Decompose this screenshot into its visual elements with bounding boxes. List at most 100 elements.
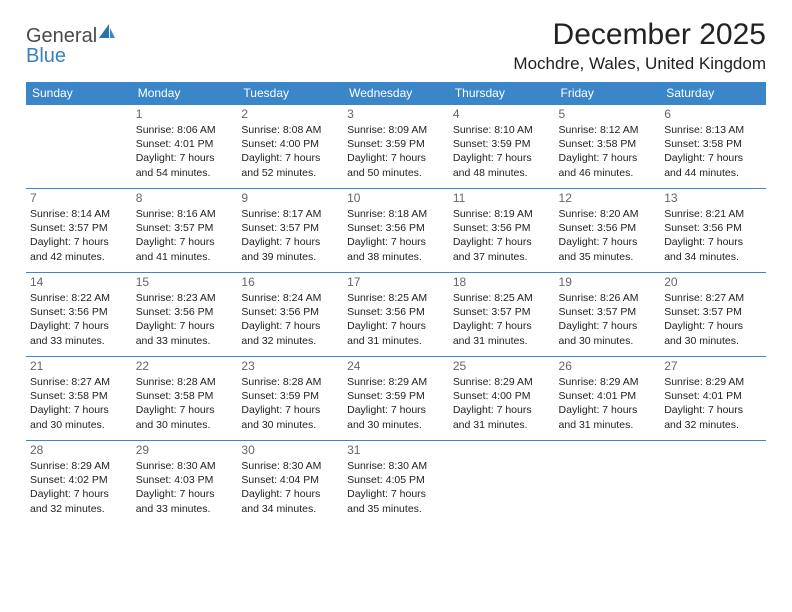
day-info: Sunrise: 8:27 AMSunset: 3:58 PMDaylight:… (30, 375, 128, 432)
brand-name-a: General (26, 25, 97, 47)
day-cell: 16Sunrise: 8:24 AMSunset: 3:56 PMDayligh… (237, 273, 343, 357)
day-dl2: and 31 minutes. (453, 334, 551, 348)
day-sr: Sunrise: 8:28 AM (136, 375, 234, 389)
title-block: December 2025 Mochdre, Wales, United Kin… (513, 18, 766, 74)
day-sr: Sunrise: 8:09 AM (347, 123, 445, 137)
day-info: Sunrise: 8:21 AMSunset: 3:56 PMDaylight:… (664, 207, 762, 264)
day-number: 10 (347, 191, 445, 205)
day-sr: Sunrise: 8:23 AM (136, 291, 234, 305)
day-dl1: Daylight: 7 hours (30, 319, 128, 333)
day-dl2: and 30 minutes. (136, 418, 234, 432)
day-number: 15 (136, 275, 234, 289)
day-ss: Sunset: 4:05 PM (347, 473, 445, 487)
day-dl2: and 31 minutes. (559, 418, 657, 432)
day-cell: 29Sunrise: 8:30 AMSunset: 4:03 PMDayligh… (132, 441, 238, 525)
day-sr: Sunrise: 8:18 AM (347, 207, 445, 221)
day-dl1: Daylight: 7 hours (347, 151, 445, 165)
day-info: Sunrise: 8:30 AMSunset: 4:03 PMDaylight:… (136, 459, 234, 516)
dow-tuesday: Tuesday (237, 82, 343, 105)
day-ss: Sunset: 3:56 PM (347, 305, 445, 319)
day-sr: Sunrise: 8:30 AM (241, 459, 339, 473)
day-cell: 31Sunrise: 8:30 AMSunset: 4:05 PMDayligh… (343, 441, 449, 525)
day-dl1: Daylight: 7 hours (30, 403, 128, 417)
day-dl1: Daylight: 7 hours (241, 235, 339, 249)
day-cell: 11Sunrise: 8:19 AMSunset: 3:56 PMDayligh… (449, 189, 555, 273)
day-dl1: Daylight: 7 hours (559, 403, 657, 417)
day-dl2: and 37 minutes. (453, 250, 551, 264)
day-sr: Sunrise: 8:30 AM (347, 459, 445, 473)
day-dl2: and 33 minutes. (30, 334, 128, 348)
day-sr: Sunrise: 8:06 AM (136, 123, 234, 137)
day-ss: Sunset: 3:58 PM (559, 137, 657, 151)
day-cell: 27Sunrise: 8:29 AMSunset: 4:01 PMDayligh… (660, 357, 766, 441)
day-dl2: and 31 minutes. (453, 418, 551, 432)
day-ss: Sunset: 3:57 PM (664, 305, 762, 319)
day-dl1: Daylight: 7 hours (559, 319, 657, 333)
day-sr: Sunrise: 8:29 AM (664, 375, 762, 389)
day-cell: 4Sunrise: 8:10 AMSunset: 3:59 PMDaylight… (449, 105, 555, 189)
day-dl2: and 32 minutes. (664, 418, 762, 432)
day-dl2: and 34 minutes. (664, 250, 762, 264)
day-dl1: Daylight: 7 hours (559, 151, 657, 165)
day-sr: Sunrise: 8:25 AM (453, 291, 551, 305)
day-dl1: Daylight: 7 hours (347, 319, 445, 333)
week-row: 14Sunrise: 8:22 AMSunset: 3:56 PMDayligh… (26, 273, 766, 357)
day-dl1: Daylight: 7 hours (136, 403, 234, 417)
dow-row: Sunday Monday Tuesday Wednesday Thursday… (26, 82, 766, 105)
day-dl1: Daylight: 7 hours (136, 319, 234, 333)
day-info: Sunrise: 8:29 AMSunset: 4:00 PMDaylight:… (453, 375, 551, 432)
dow-thursday: Thursday (449, 82, 555, 105)
header: General Blue December 2025 Mochdre, Wale… (26, 18, 766, 74)
dow-monday: Monday (132, 82, 238, 105)
day-dl2: and 32 minutes. (241, 334, 339, 348)
day-sr: Sunrise: 8:17 AM (241, 207, 339, 221)
day-cell: 25Sunrise: 8:29 AMSunset: 4:00 PMDayligh… (449, 357, 555, 441)
day-info: Sunrise: 8:23 AMSunset: 3:56 PMDaylight:… (136, 291, 234, 348)
day-number: 1 (136, 107, 234, 121)
day-sr: Sunrise: 8:14 AM (30, 207, 128, 221)
day-dl1: Daylight: 7 hours (664, 151, 762, 165)
day-dl2: and 34 minutes. (241, 502, 339, 516)
day-info: Sunrise: 8:14 AMSunset: 3:57 PMDaylight:… (30, 207, 128, 264)
day-sr: Sunrise: 8:19 AM (453, 207, 551, 221)
day-ss: Sunset: 3:58 PM (664, 137, 762, 151)
day-dl2: and 32 minutes. (30, 502, 128, 516)
brand-name: General Blue (26, 22, 117, 66)
day-info: Sunrise: 8:28 AMSunset: 3:59 PMDaylight:… (241, 375, 339, 432)
week-row: 1 Sunrise: 8:06 AMSunset: 4:01 PM Daylight… (26, 105, 766, 189)
day-info: Sunrise: 8:29 AMSunset: 4:02 PMDaylight:… (30, 459, 128, 516)
day-sr: Sunrise: 8:10 AM (453, 123, 551, 137)
day-ss: Sunset: 4:00 PM (453, 389, 551, 403)
day-ss: Sunset: 4:01 PM (136, 137, 234, 151)
day-cell: 13Sunrise: 8:21 AMSunset: 3:56 PMDayligh… (660, 189, 766, 273)
day-ss: Sunset: 3:59 PM (241, 389, 339, 403)
day-dl2: and 30 minutes. (347, 418, 445, 432)
day-dl2: and 48 minutes. (453, 166, 551, 180)
day-sr: Sunrise: 8:29 AM (347, 375, 445, 389)
day-ss: Sunset: 3:59 PM (347, 389, 445, 403)
day-cell: 2Sunrise: 8:08 AMSunset: 4:00 PMDaylight… (237, 105, 343, 189)
day-info: Sunrise: 8:25 AMSunset: 3:56 PMDaylight:… (347, 291, 445, 348)
page-title: December 2025 (513, 18, 766, 52)
day-sr: Sunrise: 8:21 AM (664, 207, 762, 221)
day-dl1: Daylight: 7 hours (241, 319, 339, 333)
day-cell (555, 441, 661, 525)
brand-name-b: Blue (26, 45, 66, 67)
day-dl1: Daylight: 7 hours (241, 151, 339, 165)
day-dl1: Daylight: 7 hours (347, 487, 445, 501)
day-dl1: Daylight: 7 hours (30, 235, 128, 249)
day-sr: Sunrise: 8:08 AM (241, 123, 339, 137)
day-number: 8 (136, 191, 234, 205)
day-sr: Sunrise: 8:27 AM (30, 375, 128, 389)
weeks-body: 1 Sunrise: 8:06 AMSunset: 4:01 PM Daylight… (26, 105, 766, 525)
day-dl2: and 30 minutes. (664, 334, 762, 348)
day-cell (660, 441, 766, 525)
day-info: Sunrise: 8:30 AMSunset: 4:04 PMDaylight:… (241, 459, 339, 516)
day-dl1: Daylight: 7 hours (136, 487, 234, 501)
day-number: 3 (347, 107, 445, 121)
day-number: 9 (241, 191, 339, 205)
day-dl1: Daylight: 7 hours (559, 235, 657, 249)
day-info: Sunrise: 8:26 AMSunset: 3:57 PMDaylight:… (559, 291, 657, 348)
day-number: 11 (453, 191, 551, 205)
day-cell: 8Sunrise: 8:16 AMSunset: 3:57 PMDaylight… (132, 189, 238, 273)
